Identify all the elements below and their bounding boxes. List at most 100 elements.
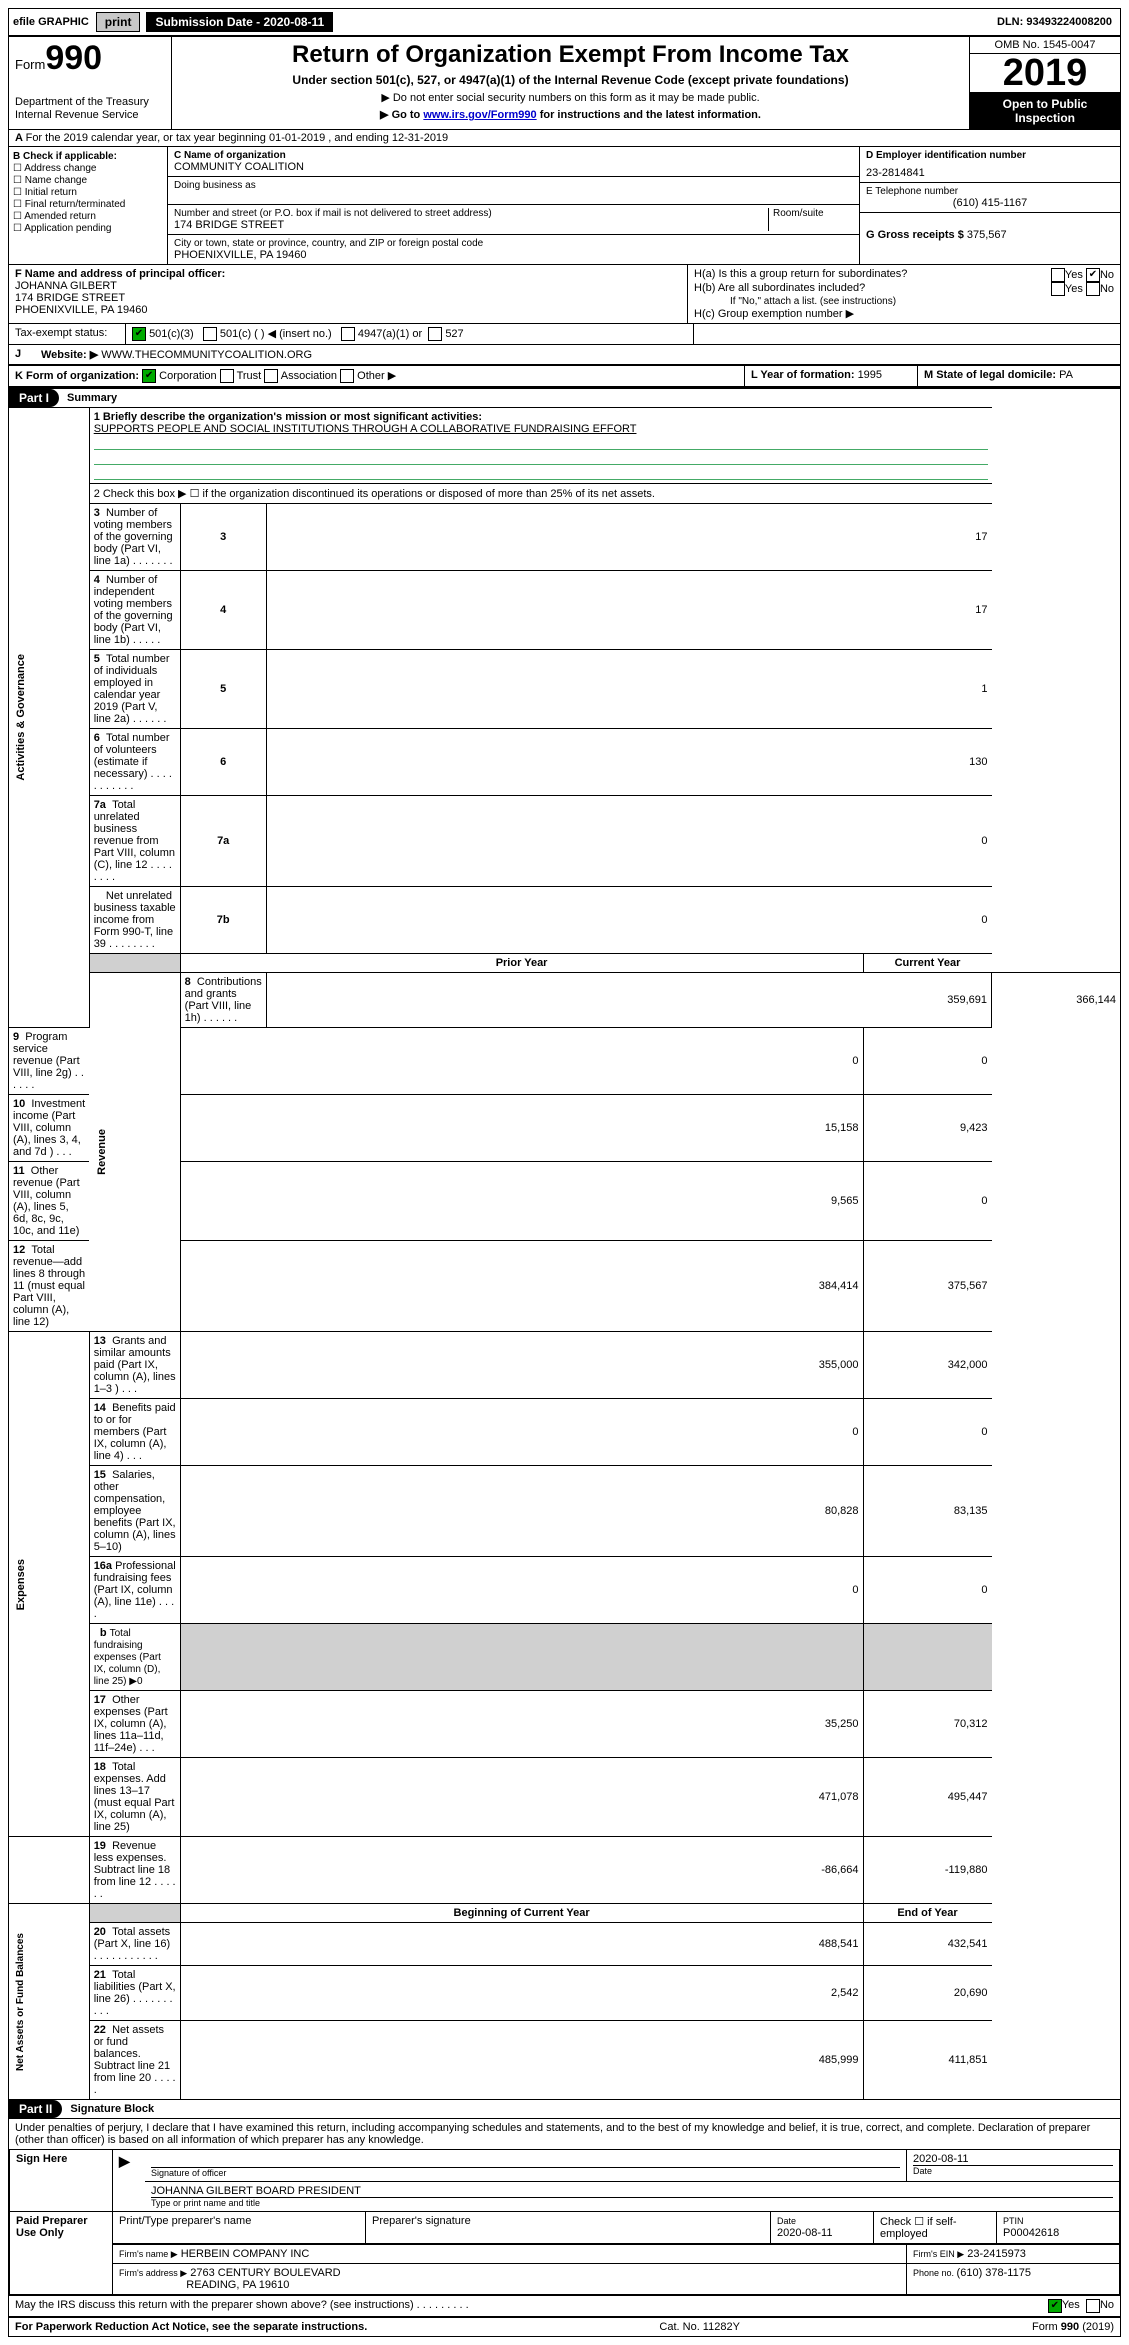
sig-date: 2020-08-11 [913, 2153, 1113, 2165]
dln-label: DLN: 93493224008200 [997, 16, 1120, 28]
chk-application-pending[interactable]: ☐ Application pending [13, 223, 163, 234]
sig-name: JOHANNA GILBERT BOARD PRESIDENT [151, 2185, 1113, 2197]
officer-addr1: 174 BRIDGE STREET [15, 292, 681, 304]
firm-name: HERBEIN COMPANY INC [181, 2248, 310, 2260]
hdr-current-year: Current Year [863, 954, 992, 973]
org-name: COMMUNITY COALITION [174, 161, 853, 173]
chk-name-change[interactable]: ☐ Name change [13, 175, 163, 186]
box-h: H(a) Is this a group return for subordin… [688, 265, 1120, 323]
city-label: City or town, state or province, country… [174, 238, 853, 249]
room-suite-label: Room/suite [768, 208, 853, 231]
chk-final-return[interactable]: ☐ Final return/terminated [13, 199, 163, 210]
section-governance: Activities & Governance [13, 650, 29, 785]
phone-label: E Telephone number [866, 186, 1114, 197]
officer-addr2: PHOENIXVILLE, PA 19460 [15, 304, 681, 316]
ptin-val: P00042618 [1003, 2227, 1059, 2239]
chk-501c3[interactable]: ✔ [132, 327, 146, 341]
year-formation: 1995 [858, 369, 882, 381]
sig-name-label: Type or print name and title [151, 2197, 1113, 2208]
chk-527[interactable] [428, 327, 442, 341]
gross-receipts-value: 375,567 [967, 229, 1007, 241]
chk-501c[interactable] [203, 327, 217, 341]
discuss-no[interactable] [1086, 2299, 1100, 2313]
h-c-label: H(c) Group exemption number ▶ [694, 307, 1114, 320]
ptin-hdr: PTIN [1003, 2216, 1024, 2226]
hdr-end-year: End of Year [863, 1904, 992, 1923]
mission-line [94, 450, 988, 465]
prep-name-hdr: Print/Type preparer's name [113, 2212, 366, 2244]
firm-addr2: READING, PA 19610 [186, 2279, 289, 2291]
header-note-1: ▶ Do not enter social security numbers o… [178, 91, 963, 104]
box-f: F Name and address of principal officer:… [9, 265, 688, 323]
top-toolbar: efile GRAPHIC print Submission Date - 20… [8, 8, 1121, 36]
chk-assoc[interactable] [264, 369, 278, 383]
gross-receipts-label: G Gross receipts $ [866, 229, 967, 241]
hdr-prior-year: Prior Year [180, 954, 863, 973]
chk-4947[interactable] [341, 327, 355, 341]
section-expenses: Expenses [13, 1555, 29, 1614]
sign-here-label: Sign Here [10, 2150, 113, 2212]
sig-officer-label: Signature of officer [151, 2167, 900, 2178]
submission-date: 2020-08-11 [264, 15, 325, 29]
tax-exempt-label: Tax-exempt status: [9, 324, 126, 344]
box-l-label: L Year of formation: [751, 369, 858, 381]
box-f-label: F Name and address of principal officer: [15, 268, 681, 280]
h-a-label: H(a) Is this a group return for subordin… [694, 268, 907, 282]
q1-value: SUPPORTS PEOPLE AND SOCIAL INSTITUTIONS … [94, 423, 988, 435]
chk-address-change[interactable]: ☐ Address change [13, 163, 163, 174]
box-b: B Check if applicable: ☐ Address change … [9, 147, 168, 264]
firm-phone: (610) 378-1175 [957, 2267, 1031, 2279]
form-990-number: 990 [45, 39, 102, 77]
h-b-note: If "No," attach a list. (see instruction… [694, 296, 1114, 307]
print-button[interactable]: print [96, 12, 141, 32]
val-6: 130 [266, 729, 991, 796]
chk-initial-return[interactable]: ☐ Initial return [13, 187, 163, 198]
officer-name: JOHANNA GILBERT [15, 280, 681, 292]
inspection-badge: Open to Public Inspection [970, 93, 1120, 129]
q2-text: 2 Check this box ▶ ☐ if the organization… [89, 484, 991, 504]
signature-table: Sign Here ▶ Signature of officer 2020-08… [9, 2149, 1120, 2295]
paid-preparer-label: Paid Preparer Use Only [10, 2212, 113, 2295]
part-2-title: Signature Block [62, 2101, 162, 2117]
dba-label: Doing business as [174, 180, 853, 191]
form-number: Form990 [15, 39, 165, 78]
h-b-yes[interactable] [1051, 282, 1065, 296]
submission-chip: Submission Date - 2020-08-11 [146, 12, 333, 32]
prep-sig-hdr: Preparer's signature [366, 2212, 771, 2244]
irs-link[interactable]: www.irs.gov/Form990 [423, 109, 536, 121]
firm-ein-label: Firm's EIN ▶ [913, 2249, 964, 2259]
department-label: Department of the Treasury Internal Reve… [15, 96, 165, 122]
chk-other[interactable] [340, 369, 354, 383]
efile-label: efile GRAPHIC [9, 16, 93, 28]
mission-line [94, 465, 988, 480]
firm-addr1: 2763 CENTURY BOULEVARD [190, 2267, 340, 2279]
mission-line [94, 435, 988, 450]
tax-year: 2019 [970, 54, 1120, 93]
chk-amended[interactable]: ☐ Amended return [13, 211, 163, 222]
part-1-title: Summary [59, 390, 125, 406]
chk-corp[interactable]: ✔ [142, 369, 156, 383]
note2-pre: ▶ Go to [380, 109, 423, 121]
val-4: 17 [266, 571, 991, 650]
submission-label: Submission Date - [155, 15, 263, 29]
firm-phone-label: Phone no. [913, 2268, 957, 2278]
sig-date-label: Date [913, 2165, 1113, 2176]
state-domicile: PA [1059, 369, 1073, 381]
org-address: 174 BRIDGE STREET [174, 219, 768, 231]
org-name-label: C Name of organization [174, 150, 853, 161]
discuss-yes[interactable]: ✔ [1048, 2299, 1062, 2313]
summary-table: Activities & Governance 1 Briefly descri… [9, 407, 1120, 2099]
box-k-label: K Form of organization: [15, 370, 139, 382]
arrow-icon: ▶ [119, 2153, 130, 2169]
footer-mid: Cat. No. 11282Y [367, 2321, 1032, 2333]
hdr-begin-year: Beginning of Current Year [180, 1904, 863, 1923]
h-a-yes[interactable] [1051, 268, 1065, 282]
part-1-badge: Part I [9, 389, 59, 407]
q1-label: 1 Briefly describe the organization's mi… [94, 411, 988, 423]
h-a-no[interactable]: ✔ [1086, 268, 1100, 282]
h-b-no[interactable] [1086, 282, 1100, 296]
website-value: WWW.THECOMMUNITYCOALITION.ORG [101, 349, 312, 361]
discuss-label: May the IRS discuss this return with the… [15, 2299, 1048, 2313]
val-7a: 0 [266, 796, 991, 887]
chk-trust[interactable] [220, 369, 234, 383]
